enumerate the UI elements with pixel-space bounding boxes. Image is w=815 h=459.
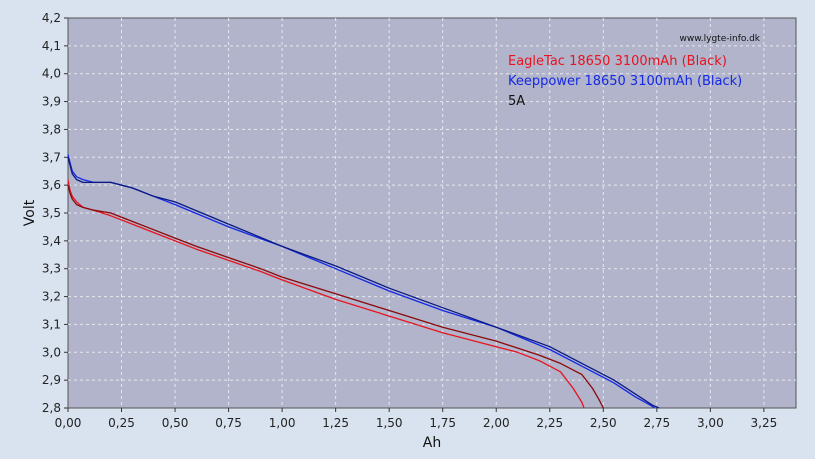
x-tick-label: 0,50 [162, 416, 189, 430]
watermark: www.lygte-info.dk [680, 34, 761, 44]
y-tick-label: 3,4 [42, 234, 61, 248]
x-tick-label: 2,25 [536, 416, 563, 430]
y-tick-label: 3,1 [42, 317, 61, 331]
y-tick-label: 4,0 [42, 67, 61, 81]
series-line-1 [67, 184, 604, 409]
x-tick-label: 2,50 [590, 416, 617, 430]
x-tick-label: 0,00 [55, 416, 82, 430]
y-tick-label: 3,3 [42, 262, 61, 276]
y-tick-label: 2,8 [42, 401, 61, 415]
series-layer [67, 154, 660, 409]
y-tick-label: 4,1 [42, 39, 61, 53]
series-line-2 [67, 154, 656, 409]
y-tick-label: 3,7 [42, 150, 61, 164]
y-tick-label: 4,2 [42, 11, 61, 25]
x-tick-label: 1,50 [376, 416, 403, 430]
y-tick-label: 3,9 [42, 95, 61, 109]
legend-entry-current: 5A [508, 94, 525, 109]
legend-entry-keeppower: Keeppower 18650 3100mAh (Black) [508, 74, 742, 89]
y-axis-label: Volt [22, 199, 38, 226]
y-axis-ticks: 2,8 2,9 3,0 3,1 3,2 3,3 3,4 3,5 3,6 3,7 3,8 3,9 4,0 4… [42, 11, 68, 415]
x-tick-label: 2,00 [483, 416, 510, 430]
x-tick-label: 3,00 [697, 416, 724, 430]
x-tick-label: 1,75 [429, 416, 456, 430]
x-axis-ticks: 0,00 0,25 0,50 0,75 1,00 1,25 1,50 1,75 2,00 2,25… [55, 408, 778, 430]
grid-lines [68, 18, 796, 408]
y-tick-label: 3,5 [42, 206, 61, 220]
y-tick-label: 3,2 [42, 290, 61, 304]
y-tick-label: 3,8 [42, 122, 61, 136]
x-tick-label: 1,25 [322, 416, 349, 430]
y-tick-label: 2,9 [42, 373, 61, 387]
x-tick-label: 3,25 [751, 416, 778, 430]
x-tick-label: 1,00 [269, 416, 296, 430]
x-tick-label: 0,25 [108, 416, 135, 430]
x-tick-label: 2,75 [643, 416, 670, 430]
legend-entry-eagletac: EagleTac 18650 3100mAh (Black) [508, 54, 727, 69]
y-tick-label: 3,0 [42, 345, 61, 359]
x-axis-label: Ah [423, 435, 441, 451]
x-tick-label: 0,75 [215, 416, 242, 430]
y-tick-label: 3,6 [42, 178, 61, 192]
series-line-3 [67, 157, 660, 409]
